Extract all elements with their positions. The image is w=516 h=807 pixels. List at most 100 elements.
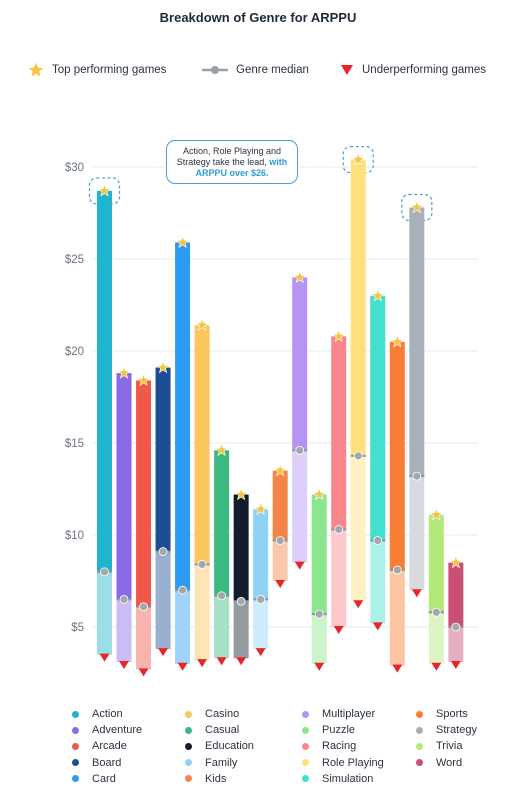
top-star-kids (273, 463, 287, 477)
legend-item-arcade: Arcade (72, 738, 127, 754)
bar-upper-simulation (370, 295, 386, 541)
bar-upper-family (253, 509, 269, 600)
bar-upper-word (448, 562, 464, 627)
bar-lower-word (448, 627, 464, 662)
callout-line-2: Strategy take the lead, (176, 157, 270, 167)
bar-upper-board (155, 367, 171, 552)
median-dot-strategy (412, 471, 422, 481)
median-line-icon (202, 66, 228, 74)
legend-label: Underperforming games (362, 64, 487, 76)
legend-top: Top performing games Genre median Underp… (28, 58, 498, 82)
legend-dot (72, 726, 79, 734)
legend-dot (72, 742, 79, 750)
legend-dot (72, 759, 79, 767)
top-star-puzzle (312, 487, 326, 501)
bar-upper-role-playing (350, 159, 366, 456)
low-triangle-racing (333, 626, 344, 634)
legend-item-simulation: Simulation (302, 771, 373, 787)
legend-dot (185, 742, 192, 750)
bar-upper-action (97, 190, 112, 572)
bar-upper-strategy (409, 207, 425, 477)
legend-item-genre-median: Genre median (202, 58, 309, 82)
star-icon (28, 62, 44, 77)
y-tick-label: $15 (65, 438, 84, 450)
legend-label: Role Playing (322, 756, 384, 769)
y-tick-label: $5 (71, 622, 84, 634)
low-triangle-strategy (411, 589, 422, 598)
legend-dot (416, 759, 423, 767)
bar-lower-arcade (136, 606, 152, 670)
low-triangle-trivia (431, 662, 442, 671)
legend-bottom: Action Adventure Arcade Board Card Casino Casu… (72, 706, 502, 796)
legend-item-word: Word (416, 755, 462, 771)
legend-label: Casual (205, 724, 240, 737)
median-dot-card (178, 585, 187, 595)
median-dot-casino (197, 560, 207, 569)
legend-item-strategy: Strategy (416, 722, 477, 738)
legend-item-underperforming: Underperforming games (340, 58, 486, 82)
top-star-education (234, 487, 248, 501)
top-star-sports (390, 334, 405, 348)
low-triangle-kids (275, 580, 286, 588)
bar-upper-casino (194, 325, 210, 565)
bar-upper-arcade (136, 380, 152, 607)
median-dot-arcade (139, 602, 148, 612)
legend-dot (416, 726, 423, 734)
chart-title: Breakdown of Genre for ARPPU (159, 10, 357, 25)
top-star-trivia (429, 507, 444, 521)
callout-highlight-1: with (269, 157, 288, 167)
legend-dot (416, 742, 423, 750)
low-triangle-card (177, 662, 188, 671)
bar-lower-kids (272, 540, 288, 581)
top-star-family (253, 502, 268, 515)
bar-lower-simulation (370, 540, 386, 624)
legend-label: Education (205, 740, 254, 753)
top-star-board (156, 360, 170, 374)
median-dot-role-playing (353, 451, 363, 461)
legend-label: Strategy (436, 724, 477, 737)
legend-label: Multiplayer (322, 708, 376, 720)
legend-label: Puzzle (322, 724, 356, 737)
legend-label: Trivia (436, 740, 463, 753)
legend-label: Family (205, 756, 238, 769)
legend-item-casual: Casual (185, 722, 239, 738)
low-triangle-casual (216, 657, 227, 666)
legend-dot (185, 710, 192, 718)
legend-item-card: Card (72, 771, 116, 787)
bar-lower-role-playing (350, 455, 366, 602)
median-dot-simulation (373, 536, 383, 545)
bar-lower-strategy (409, 476, 425, 591)
legend-item-action: Action (72, 706, 123, 722)
legend-item-top-performing: Top performing games (28, 58, 166, 82)
bar-lower-action (97, 571, 112, 655)
median-dot-casual (217, 591, 227, 601)
legend-item-board: Board (72, 755, 121, 771)
median-dot-multiplayer (295, 445, 305, 455)
top-star-racing (332, 329, 346, 342)
low-triangle-casino (197, 659, 208, 668)
bar-upper-trivia (428, 514, 444, 613)
bar-lower-racing (331, 529, 347, 627)
legend-label: Action (92, 708, 123, 720)
bar-lower-adventure (116, 599, 132, 662)
callout-annotation: Action, Role Playing and Strategy take t… (166, 140, 298, 184)
low-triangle-role-playing (353, 600, 364, 609)
legend-dot (302, 726, 309, 734)
top-star-casual (214, 443, 229, 457)
bar-upper-card (175, 242, 191, 591)
median-dot-racing (334, 525, 344, 534)
legend-label: Kids (205, 772, 227, 785)
legend-dot (302, 710, 309, 718)
legend-item-kids: Kids (185, 771, 226, 787)
y-tick-label: $30 (65, 162, 84, 174)
top-star-role-playing (351, 152, 365, 166)
legend-label: Board (92, 756, 122, 769)
median-dot-board (158, 547, 168, 556)
arppu-range-chart: $5 $10 $15 $20 $25 $30 (65, 146, 478, 677)
top-star-multiplayer (292, 270, 307, 284)
y-tick-label: $25 (65, 254, 84, 266)
legend-label: Genre median (236, 64, 309, 76)
top-star-word (449, 555, 463, 569)
low-triangle-word (450, 660, 461, 669)
legend-dot (185, 759, 192, 767)
